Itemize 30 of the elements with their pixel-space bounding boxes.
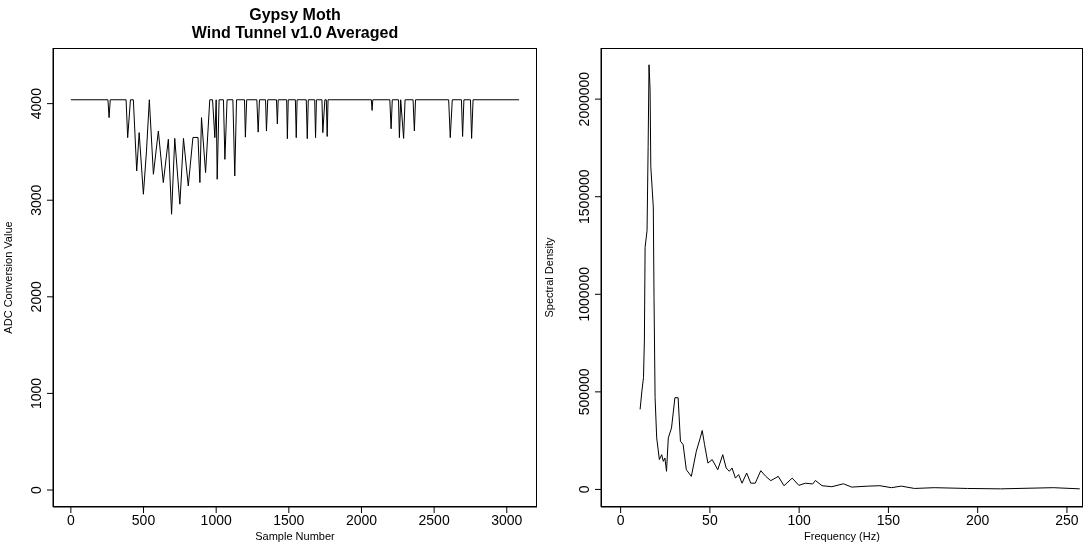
x-tick-label: 200 xyxy=(965,511,990,528)
x-tick-label: 3000 xyxy=(491,511,523,528)
y-tick-label: 1500000 xyxy=(576,169,592,224)
x-tick-label: 1000 xyxy=(200,511,232,528)
y-tick-label: 2000 xyxy=(28,281,44,313)
chart-subtitle: Wind Tunnel v1.0 Averaged xyxy=(190,24,400,42)
x-tick-label: 100 xyxy=(787,511,812,528)
x-tick-label: 1500 xyxy=(273,511,305,528)
x-axis-title: Frequency (Hz) xyxy=(804,530,880,542)
y-tick-label: 0 xyxy=(28,485,44,494)
y-tick-label: 3000 xyxy=(28,184,44,216)
x-tick-label: 0 xyxy=(616,511,625,528)
x-tick-label: 2500 xyxy=(418,511,450,528)
x-tick-label: 500 xyxy=(131,511,156,528)
y-tick-label: 1000000 xyxy=(576,266,592,322)
x-tick-label: 0 xyxy=(66,511,75,528)
x-tick-label: 150 xyxy=(876,511,901,528)
x-axis-title: Sample Number xyxy=(255,530,336,542)
line-series xyxy=(70,99,520,215)
x-tick-label: 250 xyxy=(1055,511,1079,528)
y-tick-label: 2000000 xyxy=(576,71,592,127)
x-tick-label: 50 xyxy=(702,511,718,528)
x-tick-label: 2000 xyxy=(345,511,378,528)
y-axis-title: Spectral Density xyxy=(542,236,555,318)
chart-title: Gypsy Moth xyxy=(248,6,342,24)
y-tick-label: 1000 xyxy=(28,377,44,409)
y-tick-label: 0 xyxy=(576,485,592,494)
y-tick-label: 4000 xyxy=(28,87,44,120)
y-axis-title: ADC Conversion Value xyxy=(1,221,14,334)
y-tick-label: 500000 xyxy=(576,368,592,416)
